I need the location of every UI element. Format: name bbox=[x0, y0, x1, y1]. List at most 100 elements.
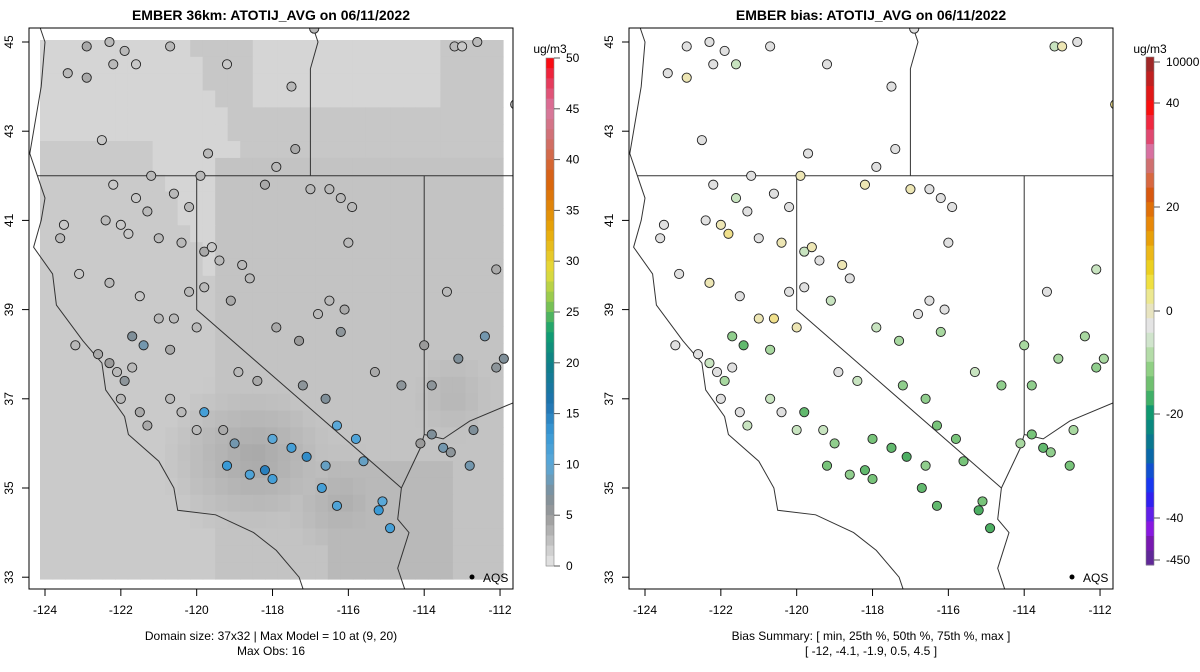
grid-cell bbox=[365, 444, 379, 462]
grid-cell bbox=[177, 528, 191, 546]
grid-cell bbox=[415, 292, 429, 311]
grid-cell bbox=[190, 562, 204, 580]
axes: -124 -122 -120 -118 -116 -114 -112 33 35 37 39 41 43… bbox=[2, 35, 512, 617]
y-tick-label: 39 bbox=[2, 303, 16, 317]
grid-cell bbox=[290, 174, 304, 193]
observation-point bbox=[119, 45, 130, 56]
grid-cell bbox=[440, 292, 454, 311]
grid-cell bbox=[152, 107, 166, 125]
grid-cell bbox=[202, 461, 216, 479]
grid-cell bbox=[190, 494, 204, 513]
grid-cell bbox=[90, 258, 104, 277]
grid-cell bbox=[365, 56, 379, 75]
grid-cell bbox=[415, 393, 429, 412]
grid-cell bbox=[452, 73, 467, 92]
grid-cell bbox=[265, 360, 279, 378]
grid-cell bbox=[415, 326, 429, 344]
observation-point bbox=[294, 335, 305, 346]
colorbar-segment bbox=[546, 230, 554, 242]
grid-cell bbox=[402, 427, 417, 445]
grid-cell bbox=[252, 326, 266, 344]
colorbar-segment bbox=[1146, 71, 1154, 87]
grid-cell bbox=[440, 124, 454, 142]
grid-cell bbox=[490, 141, 504, 159]
colorbar-segment bbox=[1146, 347, 1154, 363]
colorbar-segment bbox=[1146, 434, 1154, 450]
bias-point bbox=[890, 143, 901, 155]
grid-cell bbox=[165, 141, 179, 159]
bias-point bbox=[886, 81, 897, 92]
observation-point bbox=[176, 237, 187, 248]
grid-cell bbox=[127, 90, 141, 108]
bias-point bbox=[655, 233, 666, 244]
grid-cell bbox=[152, 461, 166, 479]
grid-cell bbox=[115, 56, 129, 75]
grid-cell bbox=[152, 477, 166, 496]
bias-point bbox=[715, 219, 726, 230]
bias-point bbox=[1015, 438, 1026, 449]
colorbar-segment bbox=[546, 433, 554, 445]
grid-cell bbox=[402, 107, 417, 125]
grid-cell bbox=[477, 174, 492, 193]
grid-cell bbox=[440, 410, 454, 429]
grid-cell bbox=[127, 562, 141, 580]
bias-point bbox=[821, 59, 833, 70]
grid-cell bbox=[40, 511, 54, 530]
grid-cell bbox=[490, 562, 504, 580]
observation-point bbox=[119, 375, 130, 387]
state-boundaries bbox=[629, 28, 1138, 653]
grid-cell bbox=[315, 562, 329, 580]
aqs-label: AQS bbox=[1083, 571, 1108, 585]
grid-cell bbox=[227, 545, 241, 563]
grid-cell bbox=[415, 376, 429, 395]
grid-cell bbox=[365, 376, 379, 395]
grid-cell bbox=[215, 444, 229, 462]
observation-point bbox=[168, 188, 179, 199]
grid-cell bbox=[427, 258, 442, 277]
colorbar-segment bbox=[1146, 419, 1154, 435]
grid-cell bbox=[165, 427, 179, 445]
grid-cell bbox=[152, 208, 166, 226]
grid-cell bbox=[340, 107, 354, 125]
grid-cell bbox=[427, 107, 442, 125]
grid-cell bbox=[427, 90, 442, 108]
footer-line-2: Max Obs: 16 bbox=[237, 644, 305, 658]
x-tick-label: -116 bbox=[937, 603, 960, 617]
grid-cell bbox=[240, 174, 254, 193]
grid-cell bbox=[365, 309, 379, 327]
colorbar-segment bbox=[1146, 100, 1154, 116]
grid-cell bbox=[240, 225, 254, 243]
grid-cell bbox=[390, 444, 404, 462]
grid-cell bbox=[152, 393, 166, 412]
grid-cell bbox=[415, 545, 429, 563]
grid-cell bbox=[290, 427, 304, 445]
aqs-marker bbox=[469, 574, 475, 580]
grid-cell bbox=[415, 40, 429, 58]
bias-point bbox=[742, 420, 753, 431]
grid-cell bbox=[240, 326, 254, 344]
grid-cell bbox=[452, 258, 467, 277]
grid-cell bbox=[202, 174, 216, 193]
grid-cell bbox=[490, 90, 504, 108]
grid-cell bbox=[90, 309, 104, 327]
grid-cell bbox=[140, 376, 154, 395]
grid-cell bbox=[102, 545, 116, 563]
observation-point bbox=[312, 309, 324, 320]
grid-cell bbox=[140, 528, 154, 546]
grid-cell bbox=[415, 56, 429, 75]
grid-cell bbox=[65, 562, 79, 580]
grid-cell bbox=[390, 494, 404, 513]
boundary-line bbox=[907, 591, 1138, 653]
bias-point bbox=[715, 393, 726, 404]
grid-cell bbox=[265, 141, 279, 159]
bias-point bbox=[791, 322, 802, 333]
grid-cell bbox=[252, 208, 266, 226]
grid-cell bbox=[452, 494, 467, 513]
grid-cell bbox=[277, 343, 291, 361]
observation-point bbox=[100, 215, 111, 226]
grid-cell bbox=[315, 225, 329, 243]
colorbar-tick-label: -40 bbox=[1166, 511, 1184, 525]
grid-cell bbox=[177, 73, 191, 92]
grid-cell bbox=[140, 258, 154, 277]
colorbar-segment bbox=[1146, 173, 1154, 189]
